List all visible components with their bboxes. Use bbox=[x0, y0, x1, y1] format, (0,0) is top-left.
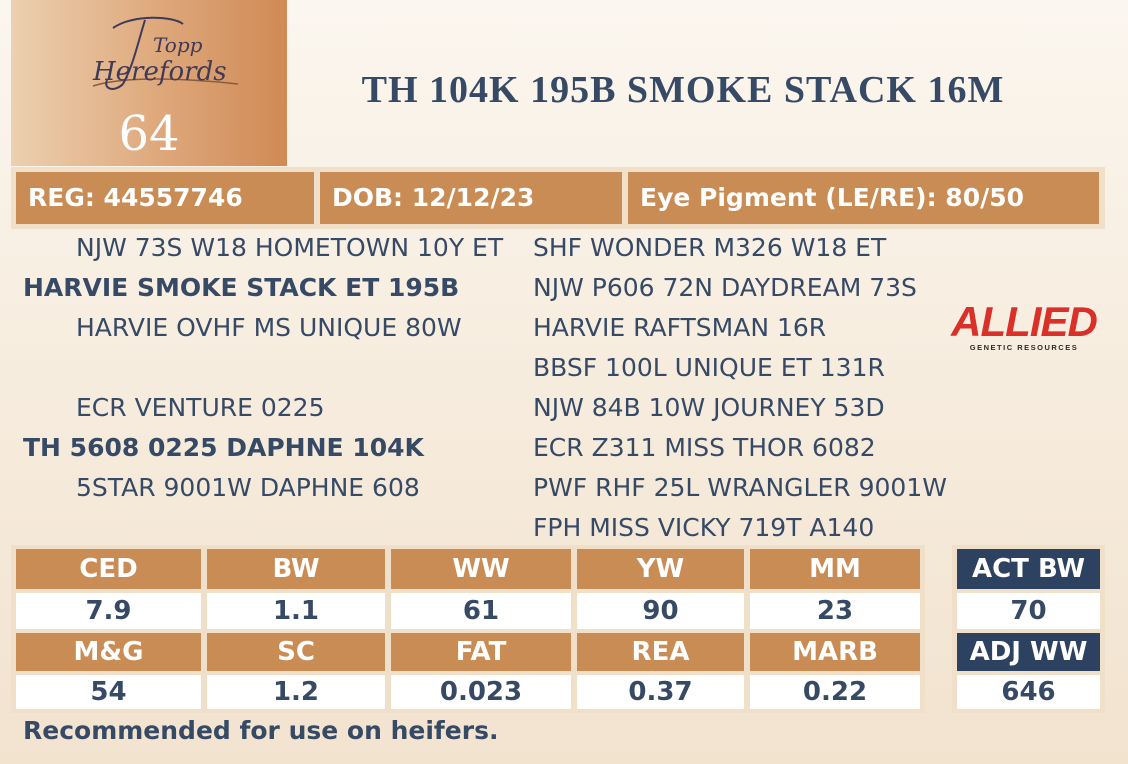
date-of-birth: DOB: 12/12/23 bbox=[320, 172, 622, 224]
adj-ww-value: 646 bbox=[957, 675, 1100, 709]
epd-value-marb: 0.22 bbox=[750, 675, 920, 709]
pedigree-ggp-7: PWF RHF 25L WRANGLER 9001W bbox=[533, 473, 947, 502]
epd-value-bw: 1.1 bbox=[207, 593, 385, 629]
epd-header-yw: YW bbox=[577, 549, 744, 589]
adj-ww-header: ADJ WW bbox=[957, 633, 1100, 671]
pedigree-ggp-6: ECR Z311 MISS THOR 6082 bbox=[533, 433, 876, 462]
pedigree-ggp-8: FPH MISS VICKY 719T A140 bbox=[533, 513, 875, 542]
epd-header-marb: MARB bbox=[750, 633, 920, 671]
epd-value-sc: 1.2 bbox=[207, 675, 385, 709]
pedigree-dam-sire: ECR VENTURE 0225 bbox=[76, 393, 325, 422]
pedigree-ggp-3: HARVIE RAFTSMAN 16R bbox=[533, 313, 827, 342]
registration-number: REG: 44557746 bbox=[16, 172, 314, 224]
pedigree-dam-dam: 5STAR 9001W DAPHNE 608 bbox=[76, 473, 420, 502]
act-bw-header: ACT BW bbox=[957, 549, 1100, 589]
logo-line1: Topp bbox=[153, 33, 203, 57]
epd-header-fat: FAT bbox=[391, 633, 571, 671]
epd-value-ced: 7.9 bbox=[16, 593, 201, 629]
logo-line2: Herefords bbox=[92, 57, 227, 87]
epd-header-sc: SC bbox=[207, 633, 385, 671]
eye-pigment: Eye Pigment (LE/RE): 80/50 bbox=[628, 172, 1099, 224]
info-bar: REG: 44557746 DOB: 12/12/23 Eye Pigment … bbox=[11, 167, 1105, 229]
epd-value-mm: 23 bbox=[750, 593, 920, 629]
topp-herefords-logo: Topp Herefords bbox=[92, 16, 239, 90]
allied-genetic-resources-logo: ALLIED GENETIC RESOURCES bbox=[950, 298, 1098, 352]
pedigree-sire-sire: NJW 73S W18 HOMETOWN 10Y ET bbox=[76, 233, 504, 262]
pedigree-ggp-4: BBSF 100L UNIQUE ET 131R bbox=[533, 353, 885, 382]
epd-table: CED BW WW YW MM 7.9 1.1 61 90 23 M&G SC … bbox=[11, 545, 925, 713]
usage-note: Recommended for use on heifers. bbox=[23, 716, 499, 745]
pedigree-sire: HARVIE SMOKE STACK ET 195B bbox=[23, 273, 460, 302]
epd-header-rea: REA bbox=[577, 633, 744, 671]
epd-value-fat: 0.023 bbox=[391, 675, 571, 709]
animal-name-title: TH 104K 195B SMOKE STACK 16M bbox=[361, 69, 1005, 111]
pedigree-sire-dam: HARVIE OVHF MS UNIQUE 80W bbox=[76, 313, 462, 342]
pedigree-ggp-5: NJW 84B 10W JOURNEY 53D bbox=[533, 393, 885, 422]
pedigree-ggp-1: SHF WONDER M326 W18 ET bbox=[533, 233, 887, 262]
epd-header-ww: WW bbox=[391, 549, 571, 589]
logo-panel: Topp Herefords 64 bbox=[11, 0, 287, 166]
epd-header-mm: MM bbox=[750, 549, 920, 589]
act-bw-value: 70 bbox=[957, 593, 1100, 629]
allied-logo-text: ALLIED bbox=[950, 298, 1097, 345]
actuals-table: ACT BW 70 ADJ WW 646 bbox=[952, 545, 1105, 713]
pedigree-ggp-2: NJW P606 72N DAYDREAM 73S bbox=[533, 273, 917, 302]
epd-value-mg: 54 bbox=[16, 675, 201, 709]
allied-logo-tagline: GENETIC RESOURCES bbox=[970, 343, 1078, 352]
lot-number: 64 bbox=[118, 106, 180, 162]
epd-header-ced: CED bbox=[16, 549, 201, 589]
pedigree-dam: TH 5608 0225 DAPHNE 104K bbox=[23, 433, 424, 462]
epd-header-bw: BW bbox=[207, 549, 385, 589]
epd-value-rea: 0.37 bbox=[577, 675, 744, 709]
epd-value-ww: 61 bbox=[391, 593, 571, 629]
epd-value-yw: 90 bbox=[577, 593, 744, 629]
epd-header-mg: M&G bbox=[16, 633, 201, 671]
